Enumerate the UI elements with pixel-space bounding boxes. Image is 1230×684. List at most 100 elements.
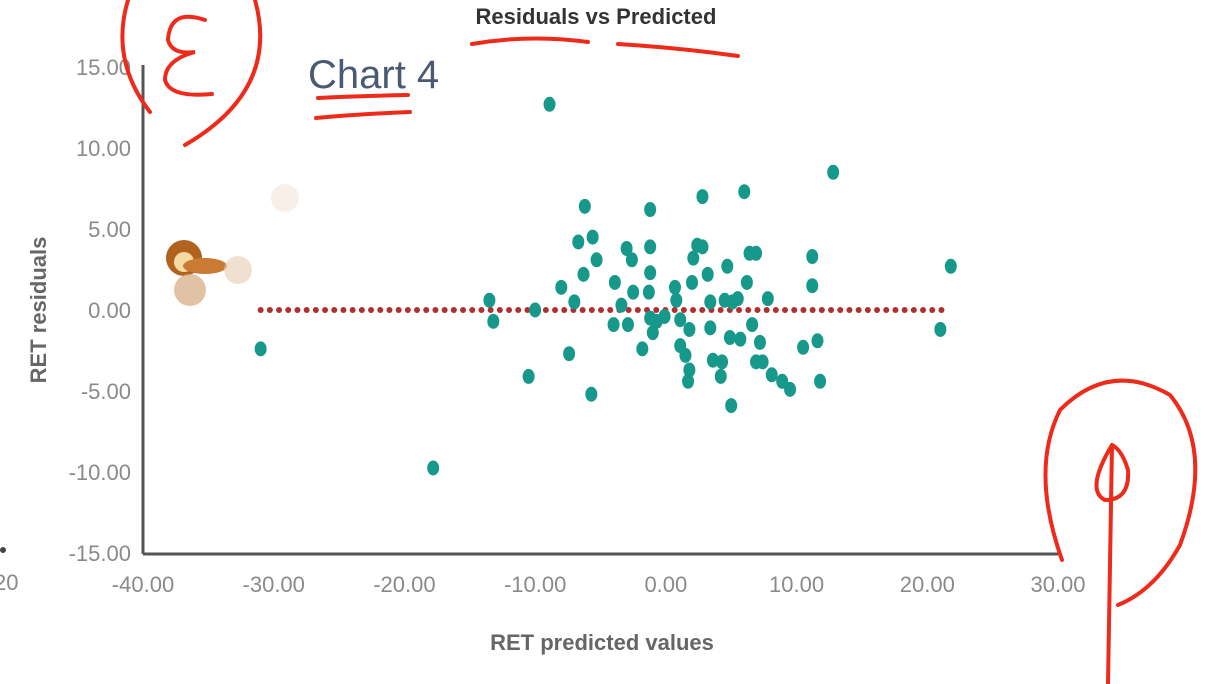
data-point — [827, 164, 840, 180]
data-point — [706, 352, 719, 368]
zero-line-dot — [901, 307, 908, 313]
zero-line-dot — [404, 307, 411, 313]
x-tick-label: 10.00 — [769, 572, 824, 597]
data-point — [797, 339, 810, 355]
zero-line-dot — [846, 307, 853, 313]
x-tick-label: -30.00 — [243, 572, 305, 597]
data-point — [687, 250, 700, 266]
zero-line-dot — [441, 307, 448, 313]
zero-line-dot — [910, 307, 917, 313]
data-point — [944, 258, 957, 274]
zero-line-dot — [414, 307, 421, 313]
data-point — [644, 202, 657, 218]
data-point — [607, 317, 620, 333]
epsilon-symbol — [162, 14, 214, 97]
x-axis-label: RET predicted values — [490, 630, 714, 655]
data-point — [644, 239, 657, 255]
x-tick-label: -40.00 — [112, 572, 174, 597]
edge-fragment: 20 — [0, 570, 18, 595]
data-point — [725, 398, 738, 414]
zero-line-dot — [395, 307, 402, 313]
data-point — [568, 294, 581, 310]
x-tick-label: 20.00 — [900, 572, 955, 597]
zero-line-dot — [303, 307, 310, 313]
zero-line-dot — [690, 307, 697, 313]
zero-line-dot — [257, 307, 264, 313]
data-point — [716, 354, 729, 370]
data-point — [714, 368, 727, 384]
data-point — [625, 252, 638, 268]
chart-title: Residuals vs Predicted — [476, 4, 717, 29]
zero-line-dot — [349, 307, 356, 313]
data-point — [731, 291, 744, 307]
zero-line-dot — [920, 307, 927, 313]
data-point — [704, 320, 717, 336]
data-point — [427, 460, 440, 476]
data-point — [644, 265, 657, 281]
zero-line-dot — [745, 307, 752, 313]
zero-line-dot — [312, 307, 319, 313]
sticker-bears — [166, 184, 299, 306]
zero-line-dot — [671, 307, 678, 313]
data-point — [746, 317, 759, 333]
data-point — [723, 330, 736, 346]
data-point — [522, 368, 535, 384]
zero-line-dot — [800, 307, 807, 313]
data-point — [590, 252, 603, 268]
data-point — [701, 266, 714, 282]
zero-line-dot — [542, 307, 549, 313]
data-point — [572, 234, 585, 250]
zero-line-dot — [598, 307, 605, 313]
data-point — [608, 274, 621, 290]
x-tick-label: 0.00 — [644, 572, 687, 597]
zero-line-dot — [460, 307, 467, 313]
data-point — [658, 308, 671, 324]
zero-line-dot — [285, 307, 292, 313]
y-tick-label: -5.00 — [81, 379, 131, 404]
zero-line-dot — [423, 307, 430, 313]
underline-chart-label — [314, 93, 412, 120]
zero-line-dot — [487, 307, 494, 313]
zero-line-dot — [266, 307, 273, 313]
zero-line-dot — [782, 307, 789, 313]
data-point — [683, 362, 696, 378]
zero-line-dot — [736, 307, 743, 313]
data-point — [674, 312, 687, 328]
zero-line-dot — [496, 307, 503, 313]
zero-line-dot — [515, 307, 522, 313]
data-point — [686, 274, 698, 290]
zero-line-dot — [634, 307, 641, 313]
data-point — [683, 321, 696, 337]
zero-line-dot — [791, 307, 798, 313]
zero-line-dot — [754, 307, 761, 313]
handwritten-annotations — [120, 0, 1198, 684]
zero-line-dot — [855, 307, 862, 313]
zero-line-dot — [772, 307, 779, 313]
data-point — [563, 346, 576, 362]
zero-line-dot — [653, 307, 660, 313]
zero-line-dot — [680, 307, 687, 313]
data-point — [615, 297, 628, 313]
data-point — [761, 291, 774, 307]
x-tick-label: 30.00 — [1030, 572, 1085, 597]
chart-label-annotation: Chart 4 — [308, 53, 439, 97]
y-tick-label: -15.00 — [69, 541, 131, 566]
data-point — [806, 249, 819, 265]
data-point — [738, 184, 751, 200]
zero-line-dot — [368, 307, 375, 313]
data-point — [487, 313, 500, 329]
data-point — [627, 284, 640, 300]
data-point — [721, 258, 734, 274]
data-point — [696, 189, 709, 205]
data-point — [811, 333, 824, 349]
x-tick-label: -10.00 — [504, 572, 566, 597]
data-point — [740, 274, 753, 290]
data-point — [636, 341, 649, 357]
zero-line-dot — [699, 307, 706, 313]
zero-line-dot — [322, 307, 329, 313]
zero-line-dot — [552, 307, 559, 313]
data-point — [555, 279, 568, 295]
zero-line-dot — [450, 307, 457, 313]
edge-dot — [0, 547, 6, 553]
